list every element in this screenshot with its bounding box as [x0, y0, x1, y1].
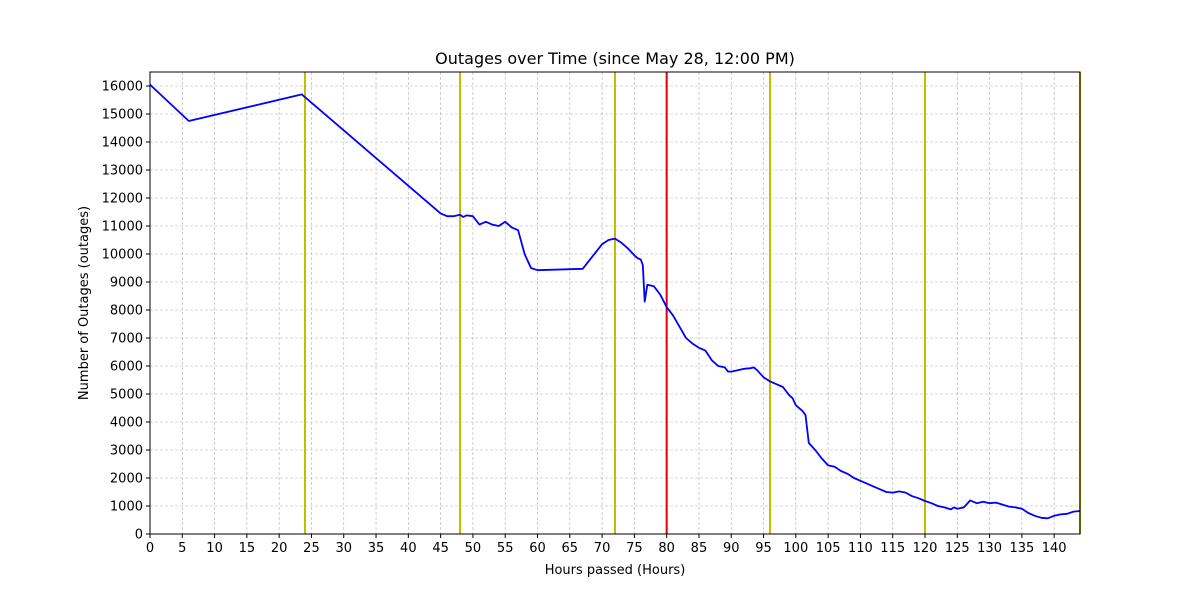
- x-tick-label: 105: [816, 541, 841, 556]
- x-tick-label: 20: [271, 541, 288, 556]
- x-tick-label: 135: [1009, 541, 1034, 556]
- y-tick-label: 10000: [102, 248, 143, 263]
- y-tick-label: 3000: [110, 444, 143, 459]
- x-tick-label: 0: [146, 541, 154, 556]
- y-tick-label: 11000: [102, 220, 143, 235]
- x-tick-label: 65: [562, 541, 579, 556]
- x-tick-label: 125: [945, 541, 970, 556]
- x-tick-label: 35: [368, 541, 385, 556]
- y-axis-label: Number of Outages (outages): [77, 206, 92, 400]
- x-tick-label: 85: [691, 541, 708, 556]
- x-tick-label: 75: [626, 541, 643, 556]
- x-tick-label: 115: [880, 541, 905, 556]
- y-tick-label: 8000: [110, 304, 143, 319]
- outages-series-line: [149, 83, 1081, 520]
- y-axis-ticks: 0 1000 2000 3000 4000 5000 6000 7000 8000 9000 100…: [102, 80, 150, 543]
- x-tick-label: 95: [755, 541, 772, 556]
- x-axis-ticks: 0 5 10 15 20 25 30 35 40 45 50 55 60 65 70 75 80 85 90 95 10…: [146, 534, 1067, 556]
- x-tick-label: 55: [497, 541, 514, 556]
- x-tick-label: 100: [783, 541, 808, 556]
- y-tick-label: 15000: [102, 108, 143, 123]
- x-tick-label: 50: [465, 541, 482, 556]
- x-tick-label: 90: [723, 541, 740, 556]
- x-tick-label: 130: [977, 541, 1002, 556]
- y-tick-label: 4000: [110, 416, 143, 431]
- y-tick-label: 16000: [102, 80, 143, 95]
- y-tick-label: 6000: [110, 360, 143, 375]
- x-tick-label: 40: [400, 541, 417, 556]
- y-tick-label: 9000: [110, 276, 143, 291]
- x-tick-label: 110: [848, 541, 873, 556]
- y-tick-label: 0: [135, 528, 143, 543]
- plot-frame: [149, 71, 1081, 535]
- y-tick-label: 1000: [110, 500, 143, 515]
- x-tick-label: 80: [658, 541, 675, 556]
- x-tick-label: 10: [206, 541, 223, 556]
- x-axis-label: Hours passed (Hours): [545, 563, 686, 578]
- x-tick-label: 70: [594, 541, 611, 556]
- x-tick-label: 30: [335, 541, 352, 556]
- y-tick-label: 7000: [110, 332, 143, 347]
- y-tick-label: 13000: [102, 164, 143, 179]
- y-tick-label: 14000: [102, 136, 143, 151]
- y-tick-label: 12000: [102, 192, 143, 207]
- x-tick-label: 5: [178, 541, 186, 556]
- x-tick-label: 45: [432, 541, 449, 556]
- x-tick-label: 120: [913, 541, 938, 556]
- series-group: [149, 83, 1081, 520]
- y-tick-label: 2000: [110, 472, 143, 487]
- chart-title: Outages over Time (since May 28, 12:00 P…: [435, 49, 795, 68]
- x-tick-label: 140: [1042, 541, 1067, 556]
- x-tick-label: 15: [239, 541, 256, 556]
- x-tick-label: 25: [303, 541, 320, 556]
- y-tick-label: 5000: [110, 388, 143, 403]
- x-tick-label: 60: [529, 541, 546, 556]
